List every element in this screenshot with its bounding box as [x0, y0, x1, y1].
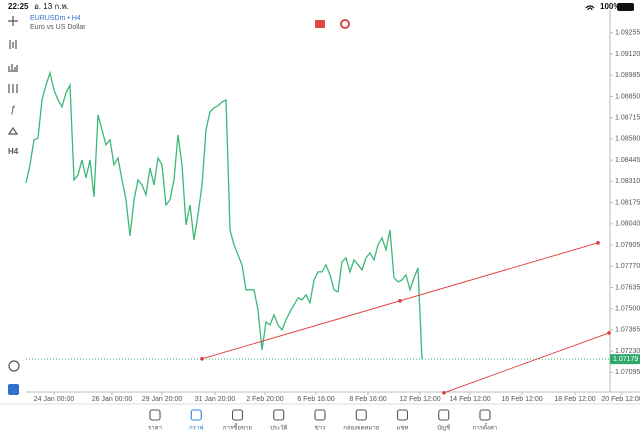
tab-label: ประวัติ — [270, 425, 288, 432]
y-tick-label: 1.08445 — [615, 157, 640, 164]
tab[interactable]: ราคา — [148, 409, 162, 432]
tab[interactable]: การตั้งค่า — [473, 409, 497, 432]
x-tick-label: 18 Feb 12:00 — [554, 396, 595, 403]
x-tick-label: 14 Feb 12:00 — [449, 396, 490, 403]
x-tick-label: 24 Jan 00:00 — [34, 396, 75, 403]
tab-bar: ราคา กราฟ การซื้อขาย ประวัติ ข่าว กล่องจดหมาย… — [148, 409, 497, 432]
trendline-anchor — [442, 390, 446, 395]
tab-icon — [355, 409, 367, 421]
y-tick-label: 1.09255 — [615, 30, 640, 37]
y-tick-label: 1.08580 — [615, 136, 640, 143]
left-toolbar: ƒ H4 — [7, 16, 20, 395]
tab-label: บัญชี — [437, 424, 450, 432]
price-line — [25, 70, 423, 360]
tab-label: ข่าว — [315, 425, 326, 432]
chart-type-tool[interactable] — [9, 40, 17, 49]
tab[interactable]: ข่าว — [314, 409, 326, 432]
y-tick-label: 1.09120 — [615, 51, 640, 58]
tab[interactable]: การซื้อขาย — [223, 409, 252, 432]
objects-tool[interactable] — [7, 126, 19, 135]
tab[interactable]: แชท — [396, 409, 409, 432]
one-click-trading[interactable] — [8, 360, 20, 372]
current-price-label: 1.07179 — [613, 356, 638, 363]
x-tick-label: 20 Feb 12:00 — [601, 396, 640, 403]
trendline-anchor — [607, 331, 611, 335]
y-tick-label: 1.08715 — [615, 115, 640, 122]
y-tick-label: 1.08040 — [615, 221, 640, 228]
battery-icon — [617, 3, 634, 11]
tab-label: แชท — [397, 425, 409, 432]
indicator-tool[interactable] — [8, 84, 18, 93]
x-tick-label: 31 Jan 20:00 — [195, 396, 236, 403]
function-tool[interactable]: ƒ — [10, 105, 16, 116]
tab-label: การตั้งค่า — [473, 422, 497, 432]
y-tick-label: 1.07365 — [615, 327, 640, 334]
trendline-anchor — [398, 299, 402, 303]
tab-icon — [479, 409, 491, 421]
x-tick-label: 26 Jan 00:00 — [92, 396, 133, 403]
buy-sell-button[interactable] — [315, 20, 325, 28]
tab-label: ราคา — [148, 425, 162, 432]
tab-label: กราฟ — [189, 425, 203, 432]
x-tick-label: 16 Feb 12:00 — [501, 396, 542, 403]
y-tick-label: 1.07095 — [615, 369, 640, 376]
tab[interactable]: กล่องจดหมาย — [343, 409, 379, 432]
trendline — [443, 332, 610, 394]
trendline-anchor — [200, 357, 204, 361]
y-tick-label: 1.07770 — [615, 263, 640, 270]
tab-icon — [314, 409, 326, 421]
symbol[interactable]: EURUSDm • H4 — [30, 15, 81, 22]
tab-label: การซื้อขาย — [223, 422, 252, 432]
tab-label: กล่องจดหมาย — [343, 425, 379, 432]
symbol-description: Euro vs US Dollar — [30, 24, 86, 31]
x-tick-label: 12 Feb 12:00 — [399, 396, 440, 403]
x-tick-label: 2 Feb 20:00 — [246, 396, 283, 403]
y-tick-label: 1.08985 — [615, 72, 640, 79]
tab-icon — [149, 409, 161, 421]
plot: 1.09255 1.09120 1.08985 1.08850 1.08715 1.085… — [25, 30, 640, 403]
crosshair-tool[interactable] — [8, 16, 18, 26]
trendline-anchor — [596, 241, 600, 245]
status-date: อ. 13 ก.พ. — [34, 2, 69, 11]
signal-button[interactable] — [340, 19, 350, 29]
y-tick-label: 1.08175 — [615, 199, 640, 206]
y-tick-label: 1.08850 — [615, 93, 640, 100]
current-price-tag — [610, 354, 640, 365]
tab-icon — [190, 409, 202, 421]
tab-icon — [396, 409, 409, 421]
tab-icon — [438, 409, 450, 421]
tab-icon — [273, 409, 285, 421]
y-tick-label: 1.07905 — [615, 242, 640, 249]
x-tick-label: 8 Feb 16:00 — [349, 396, 386, 403]
tab-icon — [231, 409, 244, 421]
tab[interactable]: กราฟ — [189, 409, 203, 432]
x-tick-label: 6 Feb 16:00 — [297, 396, 334, 403]
wifi-icon — [585, 5, 595, 11]
x-tick-label: 29 Jan 20:00 — [142, 396, 183, 403]
broker-logo[interactable] — [8, 384, 19, 395]
volume-tool[interactable] — [8, 64, 18, 72]
tab[interactable]: บัญชี — [437, 409, 450, 432]
y-tick-label: 1.07500 — [615, 306, 640, 313]
timeframe[interactable]: H4 — [8, 147, 19, 156]
status-battery: 100% — [600, 2, 620, 11]
y-tick-label: 1.07230 — [615, 348, 640, 355]
tab[interactable]: ประวัติ — [270, 409, 288, 432]
y-tick-label: 1.07635 — [615, 284, 640, 291]
y-tick-label: 1.08310 — [615, 178, 640, 185]
status-time: 22:25 — [8, 2, 29, 11]
